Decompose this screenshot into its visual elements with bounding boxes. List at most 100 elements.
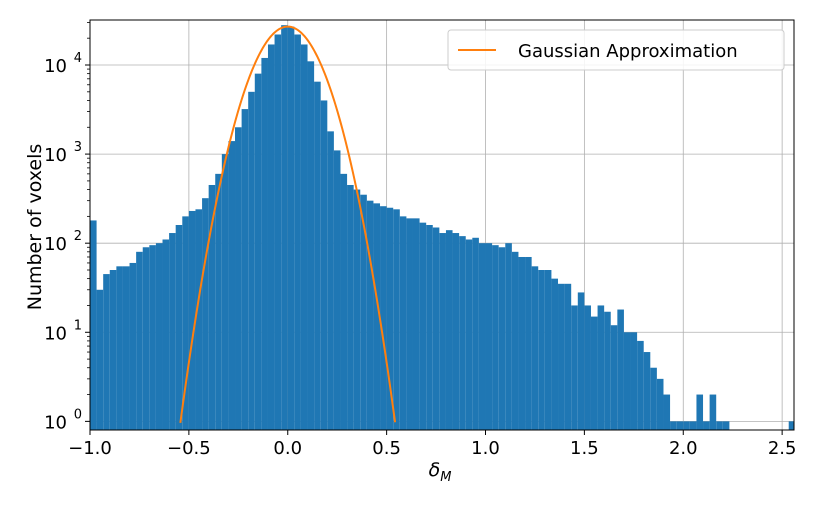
x-tick-label: 0.0 (273, 438, 302, 459)
histogram-bar (485, 243, 493, 430)
histogram-bar (676, 421, 684, 430)
histogram-bar (584, 305, 591, 430)
histogram-bar (155, 243, 163, 430)
histogram-bar (406, 218, 413, 430)
histogram-bar (274, 34, 282, 430)
histogram-bar (195, 209, 203, 430)
histogram-bar (320, 100, 328, 430)
y-tick-exponent: 3 (74, 140, 82, 155)
histogram-bar (670, 421, 677, 430)
histogram-bar (459, 236, 466, 430)
histogram-bar (366, 200, 374, 430)
histogram-bar (208, 184, 216, 430)
x-tick-label: −0.5 (167, 438, 211, 459)
histogram-bar (663, 394, 671, 430)
histogram-bar (590, 316, 598, 430)
histogram-bar (716, 421, 723, 430)
y-tick-exponent: 4 (74, 51, 82, 66)
histogram-bar (703, 421, 710, 430)
x-tick-label: −1.0 (68, 438, 112, 459)
histogram-bar (498, 247, 506, 430)
histogram-bar (162, 239, 170, 430)
gaussian-series (179, 25, 397, 424)
histogram-bar (525, 256, 532, 430)
histogram-bar (643, 352, 651, 430)
histogram-bar (327, 131, 334, 431)
histogram-bar (465, 239, 473, 430)
x-tick-label: 0.5 (372, 438, 401, 459)
histogram-bar (228, 141, 236, 430)
histogram-bar (571, 305, 578, 430)
histogram-bar (492, 245, 499, 430)
histogram-bar (432, 227, 440, 430)
legend-label-gaussian: Gaussian Approximation (518, 41, 738, 62)
histogram-bar (604, 311, 611, 430)
legend-box (447, 29, 785, 71)
histogram-bar (149, 245, 156, 430)
y-tick-label: 10 0 (44, 407, 82, 433)
histogram-bar (116, 266, 123, 430)
histogram-bar (142, 247, 150, 430)
histogram-bar (597, 305, 605, 430)
histogram-bar (248, 91, 255, 431)
histogram-bar (129, 262, 137, 430)
histogram-bar (175, 225, 183, 430)
histogram-bar (689, 421, 697, 430)
histogram-bar (630, 332, 638, 430)
y-tick-exponent: 2 (74, 229, 82, 244)
histogram-bar (254, 73, 262, 430)
y-axis-title: Number of voxels (24, 144, 46, 311)
histogram-bar (551, 278, 559, 430)
histogram-bar (103, 274, 110, 430)
histogram-bar (412, 218, 420, 430)
histogram-bar (623, 332, 631, 430)
histogram-bar (544, 270, 552, 430)
histogram-bar (393, 209, 400, 430)
histogram-bar (340, 173, 348, 430)
histogram-bar (347, 184, 354, 430)
y-tick-label: 10 4 (44, 51, 82, 77)
histogram-bar (439, 233, 446, 430)
histogram-bar (558, 283, 565, 430)
histogram-bar (267, 44, 275, 430)
histogram-bar (478, 243, 486, 430)
y-tick-label: 10 2 (44, 229, 82, 255)
histogram-bar (182, 216, 189, 430)
plot-frame (89, 19, 795, 431)
histogram-bar (531, 266, 539, 430)
histogram-bar (221, 154, 229, 431)
histogram-bar (722, 421, 730, 430)
histogram-bar (445, 230, 453, 430)
histogram-bar (300, 44, 308, 430)
y-tick-exponent: 1 (74, 318, 82, 333)
histogram-bar (505, 243, 512, 430)
histogram-bar (709, 394, 717, 430)
histogram-bar (564, 283, 572, 430)
histogram-bar (188, 210, 196, 430)
histogram-bar (235, 127, 242, 430)
histogram-bar (314, 81, 321, 431)
histogram-bar (577, 292, 585, 430)
histogram-bar (333, 150, 341, 430)
histogram-bar (617, 309, 624, 430)
histogram-bar (261, 57, 268, 431)
histogram-bar (122, 266, 130, 430)
histogram-bar (518, 256, 526, 430)
y-tick-exponent: 0 (74, 407, 82, 422)
histogram-bar (637, 340, 644, 430)
histogram-bar (656, 378, 664, 430)
histogram-bar (683, 421, 690, 430)
x-axis-title-subscript: M (440, 470, 451, 485)
histogram-bar (650, 367, 657, 430)
histogram-bar (399, 216, 407, 430)
legend: Gaussian Approximation (447, 29, 785, 71)
histogram-bar (788, 421, 794, 430)
histogram-bars (90, 25, 794, 431)
histogram-bar (610, 325, 618, 430)
histogram-bar (287, 26, 295, 430)
histogram-bar (294, 34, 301, 430)
histogram-bar (96, 289, 104, 430)
histogram-bar (472, 237, 479, 430)
